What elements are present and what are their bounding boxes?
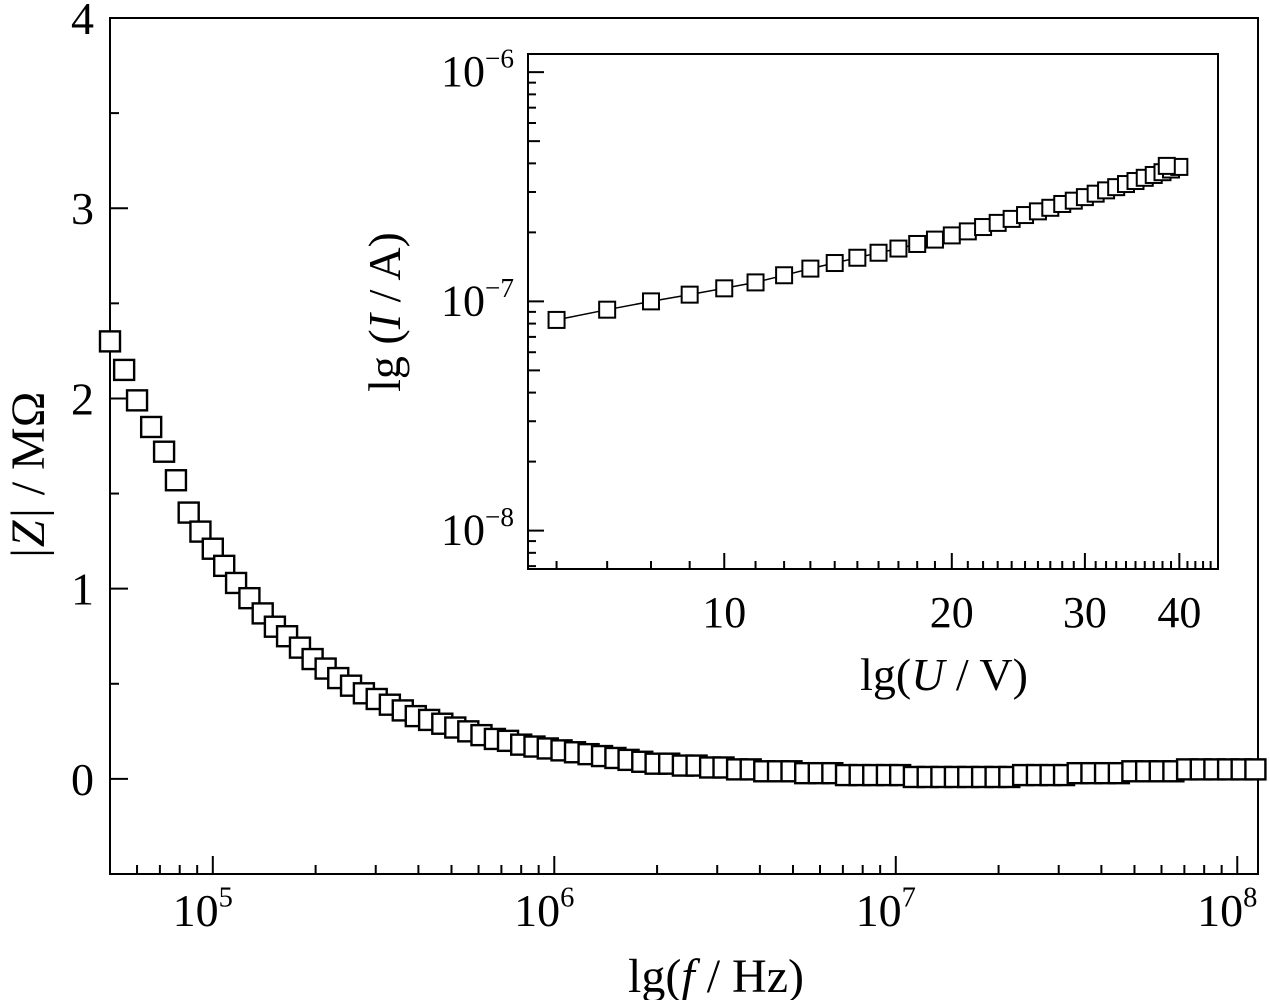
inset-data-point (715, 279, 734, 298)
y-tick-label: 4 (71, 0, 94, 44)
inset-data-series (547, 156, 1189, 329)
inset-y-axis-label: lg (I / A) (359, 232, 410, 392)
inset-plot-frame (527, 53, 1219, 570)
inset-data-point (825, 254, 844, 273)
main-data-series (98, 330, 1267, 789)
inset-data-point (889, 239, 908, 258)
inset-x-tick-label: 40 (1157, 588, 1201, 637)
inset-data-point (680, 285, 699, 304)
inset-data-point (775, 266, 794, 285)
inset-data-point (1157, 156, 1176, 175)
inset-y-tick-label: 10−6 (441, 44, 514, 96)
inset-x-tick-label: 30 (1063, 588, 1107, 637)
inset-y-tick-label: 10−8 (441, 502, 514, 554)
inset-data-point (942, 226, 961, 245)
data-point (177, 501, 200, 524)
inset-x-axis-label: lg(U / V) (860, 649, 1028, 700)
main-tick-labels: 0 1 2 3 4 105 106 107 108 (71, 0, 1257, 936)
inset-data-point (746, 273, 765, 292)
y-tick-label: 0 (71, 754, 94, 805)
inset-x-tick-label: 10 (702, 588, 746, 637)
data-point (152, 440, 176, 463)
inset-y-tick-label: 10−7 (441, 273, 514, 325)
x-tick-label: 107 (856, 883, 916, 936)
inset-data-point (848, 248, 867, 267)
data-point (213, 554, 236, 578)
main-x-axis-label: lg(f / Hz) (628, 950, 804, 1000)
inset-data-point (925, 230, 944, 249)
x-tick-label: 106 (514, 883, 574, 936)
inset-data-point (801, 259, 820, 278)
data-point (189, 520, 212, 543)
inset-x-tick-label: 20 (930, 588, 974, 637)
inset-data-point (958, 222, 977, 241)
x-tick-label: 108 (1197, 883, 1257, 936)
y-tick-label: 2 (71, 373, 94, 424)
data-point (164, 469, 188, 492)
data-point (125, 389, 149, 412)
data-point (112, 358, 136, 382)
data-point (1244, 758, 1267, 781)
inset-data-point (908, 234, 927, 253)
y-tick-label: 1 (71, 564, 94, 615)
x-tick-label: 105 (173, 883, 233, 936)
data-point (139, 415, 163, 439)
inset-axis-ticks (528, 71, 1219, 569)
inset-data-point (547, 310, 566, 329)
data-point (201, 537, 224, 560)
inset-data-point (598, 300, 617, 319)
main-plot-frame (109, 17, 1259, 875)
inset-data-point (642, 292, 661, 311)
inset-data-point (869, 243, 888, 262)
main-y-axis-label: |Z| / MΩ (2, 392, 55, 561)
inset-tick-labels: 10−8 10−7 10−6 10 20 30 40 (441, 44, 1201, 637)
main-axis-ticks (109, 17, 1239, 875)
y-tick-label: 3 (71, 183, 94, 234)
data-point (98, 330, 122, 353)
